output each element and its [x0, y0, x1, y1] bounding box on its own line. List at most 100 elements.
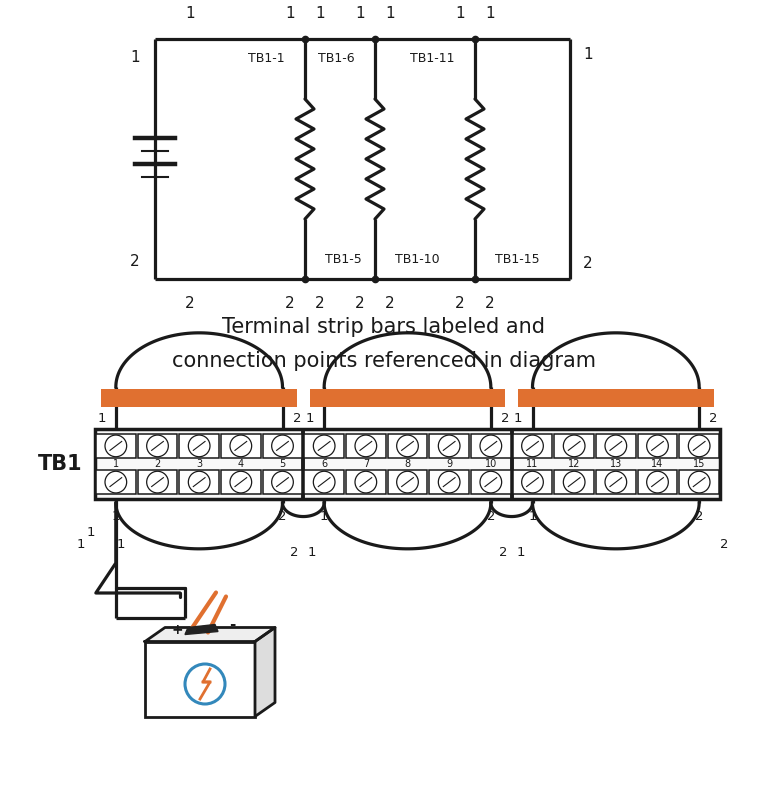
Text: TB1-11: TB1-11 [411, 52, 455, 65]
Text: 2: 2 [501, 412, 509, 425]
Text: 1: 1 [386, 6, 395, 22]
Circle shape [439, 471, 460, 493]
Circle shape [313, 435, 335, 457]
FancyBboxPatch shape [96, 470, 136, 494]
Text: 15: 15 [693, 459, 705, 469]
Text: 2: 2 [583, 256, 593, 272]
Circle shape [230, 471, 252, 493]
Text: 1: 1 [355, 6, 365, 22]
FancyBboxPatch shape [304, 434, 344, 458]
Text: connection points referenced in diagram: connection points referenced in diagram [172, 351, 596, 371]
Text: 2: 2 [485, 296, 495, 312]
Text: 8: 8 [405, 459, 411, 469]
Text: 2: 2 [709, 412, 717, 425]
Text: 1: 1 [308, 547, 316, 559]
Text: 1: 1 [320, 511, 329, 523]
Text: 2: 2 [278, 511, 286, 523]
Circle shape [105, 471, 127, 493]
FancyBboxPatch shape [263, 434, 303, 458]
Text: 2: 2 [315, 296, 325, 312]
Text: 2: 2 [293, 412, 301, 425]
FancyBboxPatch shape [388, 434, 427, 458]
FancyBboxPatch shape [304, 470, 344, 494]
FancyBboxPatch shape [513, 470, 552, 494]
FancyBboxPatch shape [596, 434, 636, 458]
Circle shape [313, 471, 335, 493]
Circle shape [147, 435, 168, 457]
Text: 1: 1 [77, 539, 85, 551]
FancyBboxPatch shape [221, 470, 260, 494]
FancyBboxPatch shape [310, 389, 505, 407]
Text: 1: 1 [87, 527, 95, 539]
Circle shape [564, 471, 585, 493]
Circle shape [272, 435, 293, 457]
FancyBboxPatch shape [95, 429, 720, 499]
FancyBboxPatch shape [429, 434, 469, 458]
FancyBboxPatch shape [221, 434, 260, 458]
Text: 11: 11 [526, 459, 538, 469]
Text: 2: 2 [185, 296, 195, 312]
FancyBboxPatch shape [554, 470, 594, 494]
FancyBboxPatch shape [346, 470, 386, 494]
Circle shape [355, 471, 376, 493]
Text: TB1: TB1 [38, 454, 83, 474]
Text: TB1-5: TB1-5 [325, 253, 362, 266]
FancyBboxPatch shape [518, 389, 713, 407]
Text: 1: 1 [113, 459, 119, 469]
Text: 14: 14 [651, 459, 664, 469]
Text: 2: 2 [487, 511, 495, 523]
Text: Terminal strip bars labeled and: Terminal strip bars labeled and [223, 317, 545, 337]
Text: 1: 1 [583, 46, 593, 62]
FancyBboxPatch shape [180, 434, 219, 458]
Circle shape [564, 435, 585, 457]
Text: 3: 3 [196, 459, 202, 469]
Circle shape [605, 435, 627, 457]
FancyBboxPatch shape [596, 470, 636, 494]
Text: 1: 1 [185, 6, 195, 22]
Text: 2: 2 [498, 547, 507, 559]
Circle shape [605, 471, 627, 493]
Text: 4: 4 [238, 459, 244, 469]
Text: 1: 1 [315, 6, 325, 22]
Text: 1: 1 [528, 511, 537, 523]
Circle shape [147, 471, 168, 493]
Circle shape [105, 435, 127, 457]
Text: TB1-10: TB1-10 [395, 253, 439, 266]
Polygon shape [255, 627, 275, 717]
Text: 1: 1 [485, 6, 495, 22]
Text: 5: 5 [280, 459, 286, 469]
Text: TB1-6: TB1-6 [319, 52, 355, 65]
Text: 2: 2 [355, 296, 365, 312]
Text: TB1-15: TB1-15 [495, 253, 540, 266]
Text: 10: 10 [485, 459, 497, 469]
Text: 7: 7 [362, 459, 369, 469]
Circle shape [355, 435, 376, 457]
Circle shape [521, 435, 543, 457]
Text: 1: 1 [98, 412, 106, 425]
Circle shape [688, 435, 710, 457]
Text: 12: 12 [568, 459, 581, 469]
Circle shape [185, 664, 225, 704]
Circle shape [439, 435, 460, 457]
Text: 2: 2 [695, 511, 703, 523]
Text: TB1-1: TB1-1 [248, 52, 285, 65]
Text: 2: 2 [290, 547, 299, 559]
Text: 13: 13 [610, 459, 622, 469]
Text: 1: 1 [455, 6, 465, 22]
FancyBboxPatch shape [263, 470, 303, 494]
FancyBboxPatch shape [471, 470, 511, 494]
Text: 9: 9 [446, 459, 452, 469]
Text: 2: 2 [285, 296, 295, 312]
Polygon shape [145, 627, 275, 642]
Text: 1: 1 [131, 50, 140, 65]
FancyBboxPatch shape [680, 470, 719, 494]
FancyBboxPatch shape [388, 470, 427, 494]
Text: 1: 1 [117, 539, 125, 551]
Polygon shape [185, 625, 218, 634]
Text: -: - [230, 618, 236, 633]
Circle shape [230, 435, 252, 457]
FancyBboxPatch shape [471, 434, 511, 458]
Circle shape [188, 471, 210, 493]
Circle shape [396, 471, 419, 493]
FancyBboxPatch shape [637, 434, 677, 458]
